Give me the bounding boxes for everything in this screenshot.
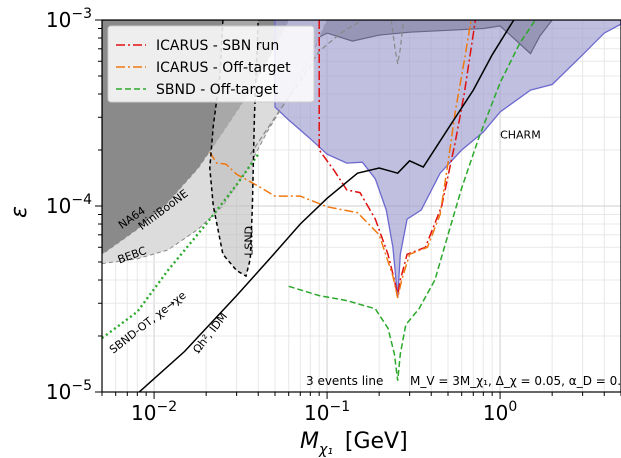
series-line-3 [102,153,260,340]
x-axis-ticks: 10−2 10−1 100 [101,392,621,425]
x-tick-label: 10−2 [131,399,177,425]
y-axis-ticks: 10−5 10−4 10−3 [46,6,102,404]
series-line-icarus-sbn-run [318,20,477,296]
x-tick-label: 10−1 [304,399,350,425]
series-lines [102,20,537,392]
events-line-annotation: 3 events line [306,374,383,388]
series-line-5 [209,20,259,278]
region-charm [274,20,621,299]
series-line-icarus-off-target [209,20,472,299]
y-tick-label: 10−5 [46,378,92,404]
x-axis-label-main: M [300,429,319,454]
x-axis-label-sub: χ₁ [318,442,333,458]
legend-label: ICARUS - SBN run [156,38,279,54]
legend: ICARUS - SBN run ICARUS - Off-target SBND … [107,25,315,103]
legend-label: SBND - Off-target [156,82,278,98]
series-line-sbnd-off-target [288,20,537,381]
x-axis-label-unit: [GeV] [345,429,408,454]
region-label-lsnd: LSND [242,226,255,256]
y-axis-label: ε [7,206,32,218]
x-axis-label: Mχ₁ [GeV] [300,429,408,458]
series-line-4 [138,20,515,392]
params-annotation: M_V = 3M_χ₁, Δ_χ = 0.05, α_D = 0.5 [410,374,621,388]
x-tick-label: 100 [483,399,517,425]
legend-box [107,25,315,103]
y-tick-label: 10−3 [46,6,92,32]
y-tick-label: 10−4 [46,192,92,218]
legend-label: ICARUS - Off-target [156,60,291,76]
boundary-line [390,20,405,65]
region-label-charm: CHARM [500,129,541,142]
